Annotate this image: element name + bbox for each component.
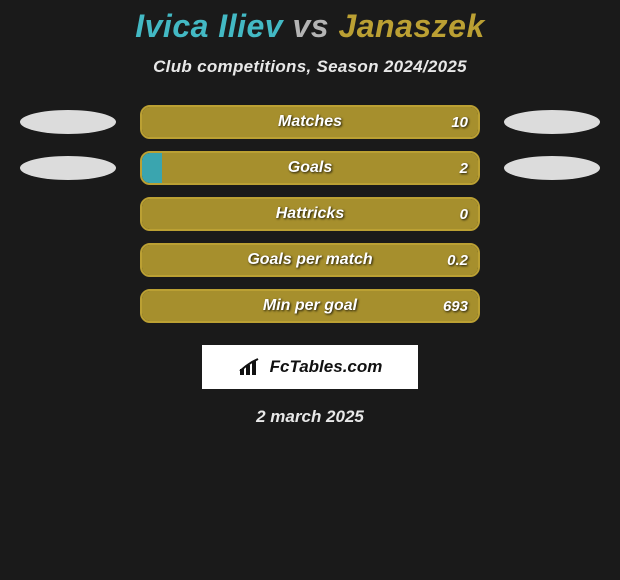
stat-value-player2: 2 — [460, 160, 468, 177]
stat-bar: Goals 2 — [140, 151, 480, 185]
date: 2 march 2025 — [0, 407, 620, 427]
stat-bar: Goals per match 0.2 — [140, 243, 480, 277]
title: Ivica Iliev vs Janaszek — [0, 8, 620, 45]
left-marker — [18, 155, 118, 181]
stat-label: Matches — [278, 113, 342, 131]
right-marker — [502, 201, 602, 227]
stat-label: Goals per match — [247, 251, 372, 269]
stat-value-player2: 0.2 — [447, 252, 468, 269]
stat-label: Goals — [288, 159, 332, 177]
stat-row: Min per goal 693 — [0, 289, 620, 323]
stat-row: Matches 10 — [0, 105, 620, 139]
left-marker — [18, 109, 118, 135]
stat-row: Hattricks 0 — [0, 197, 620, 231]
stat-bar: Hattricks 0 — [140, 197, 480, 231]
stat-row: Goals per match 0.2 — [0, 243, 620, 277]
stat-label: Hattricks — [276, 205, 344, 223]
left-marker — [18, 293, 118, 319]
player1-name: Ivica Iliev — [135, 8, 283, 44]
left-marker — [18, 201, 118, 227]
stat-value-player2: 10 — [451, 114, 468, 131]
ellipse-icon — [504, 110, 600, 134]
badge-text: FcTables.com — [270, 357, 383, 377]
chart-icon — [238, 357, 264, 377]
stat-bar: Matches 10 — [140, 105, 480, 139]
ellipse-icon — [20, 110, 116, 134]
stat-rows: Matches 10 Goals 2 Hattricks 0 Goals per match… — [0, 105, 620, 323]
right-marker — [502, 247, 602, 273]
comparison-widget: Ivica Iliev vs Janaszek Club competition… — [0, 0, 620, 427]
ellipse-icon — [504, 156, 600, 180]
right-marker — [502, 109, 602, 135]
ellipse-icon — [20, 156, 116, 180]
player2-name: Janaszek — [338, 8, 484, 44]
stat-row: Goals 2 — [0, 151, 620, 185]
left-marker — [18, 247, 118, 273]
stat-label: Min per goal — [263, 297, 357, 315]
stat-value-player2: 693 — [443, 298, 468, 315]
stat-value-player2: 0 — [460, 206, 468, 223]
stat-bar: Min per goal 693 — [140, 289, 480, 323]
right-marker — [502, 155, 602, 181]
site-badge: FcTables.com — [202, 345, 418, 389]
title-vs: vs — [292, 8, 329, 44]
bar-fill-player1 — [142, 153, 162, 183]
subtitle: Club competitions, Season 2024/2025 — [0, 57, 620, 77]
right-marker — [502, 293, 602, 319]
